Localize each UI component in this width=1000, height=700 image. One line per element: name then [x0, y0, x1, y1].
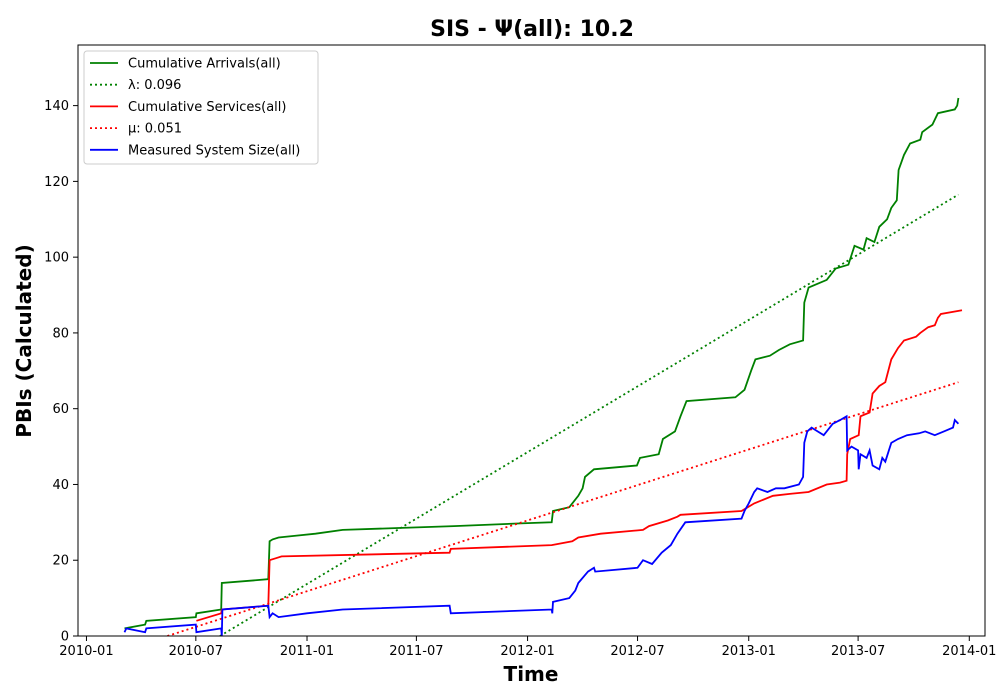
y-tick-label: 120: [44, 175, 69, 190]
x-tick-label: 2010-01: [59, 644, 113, 659]
legend: Cumulative Arrivals(all) λ: 0.096 Cumulati…: [83, 50, 319, 165]
y-tick-label: 60: [52, 402, 69, 417]
legend-label-0: Cumulative Arrivals(all): [128, 57, 281, 72]
x-tick-label: 2013-01: [722, 644, 776, 659]
y-axis: 0 20 40 60 80 100 120 140: [44, 99, 78, 645]
chart-title: SIS - Ψ(all): 10.2: [430, 17, 634, 42]
y-tick-label: 0: [61, 630, 69, 645]
x-tick-label: 2014-01: [942, 644, 996, 659]
x-tick-label: 2012-01: [500, 644, 554, 659]
legend-label-4: Measured System Size(all): [128, 143, 300, 158]
y-tick-label: 140: [44, 99, 69, 114]
y-tick-label: 40: [52, 478, 69, 493]
plot-frame: [77, 44, 986, 637]
x-tick-label: 2011-01: [280, 644, 334, 659]
series-line-1: [219, 193, 959, 636]
y-tick-label: 100: [44, 251, 69, 266]
x-axis-title: Time: [504, 662, 559, 686]
legend-label-2: Cumulative Services(all): [128, 100, 286, 115]
legend-box: [83, 50, 319, 165]
series-line-4: [123, 414, 960, 636]
x-tick-label: 2011-07: [389, 644, 443, 659]
series-line-2: [196, 309, 963, 622]
x-tick-label: 2013-07: [831, 644, 885, 659]
series-line-3: [167, 381, 959, 636]
x-tick-label: 2012-07: [610, 644, 664, 659]
x-tick-label: 2010-07: [169, 644, 223, 659]
legend-label-3: μ: 0.051: [128, 122, 182, 137]
legend-label-1: λ: 0.096: [128, 78, 181, 93]
y-axis-title: PBIs (Calculated): [12, 244, 36, 437]
x-axis: 2010-01 2010-07 2011-01 2011-07 2012-01 2012-…: [59, 636, 996, 659]
plot-layer: [123, 97, 963, 636]
y-tick-label: 80: [52, 326, 69, 341]
y-tick-label: 20: [52, 554, 69, 569]
series-line-0: [124, 97, 960, 630]
